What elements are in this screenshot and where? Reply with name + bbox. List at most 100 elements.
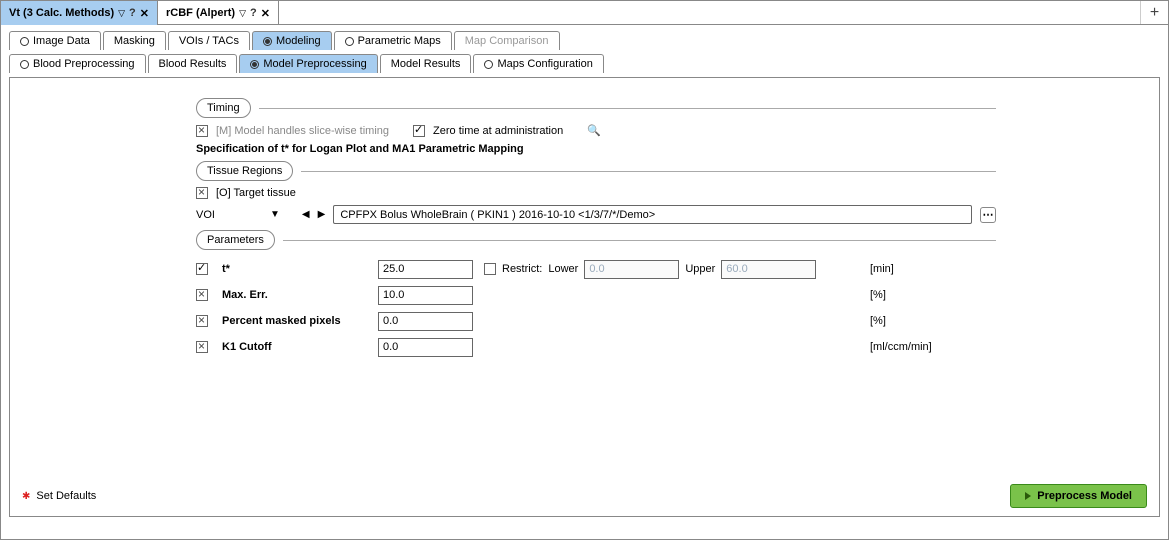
pmp-checkbox[interactable] — [196, 315, 216, 327]
voi-more-button[interactable]: ⋯ — [980, 207, 996, 223]
tstar-label: t* — [222, 263, 372, 275]
maxerr-unit: [%] — [870, 289, 960, 301]
tab-modeling[interactable]: Modeling — [252, 31, 332, 50]
preprocess-button[interactable]: Preprocess Model — [1010, 484, 1147, 508]
app-window: Vt (3 Calc. Methods) ▽ ? ✕ rCBF (Alpert)… — [0, 0, 1169, 540]
k1-label: K1 Cutoff — [222, 341, 372, 353]
checkbox-icon — [413, 125, 425, 137]
form-panel: Timing [M] Model handles slice-wise timi… — [9, 77, 1160, 517]
target-tissue-label: [O] Target tissue — [216, 187, 296, 199]
param-row-k1: K1 Cutoff [ml/ccm/min] — [196, 334, 996, 360]
spec-heading-row: Specification of t* for Logan Plot and M… — [196, 143, 996, 155]
subtab-blood-pre[interactable]: Blood Preprocessing — [9, 54, 146, 73]
param-row-pmp: Percent masked pixels [%] — [196, 308, 996, 334]
timing-header: Timing — [196, 98, 996, 118]
tab-label: VOIs / TACs — [179, 35, 239, 47]
params-legend: Parameters — [196, 230, 275, 250]
tab-parametric[interactable]: Parametric Maps — [334, 31, 452, 50]
divider — [259, 108, 996, 109]
tab-label: Parametric Maps — [358, 35, 441, 47]
set-defaults-label: Set Defaults — [36, 490, 96, 502]
lower-input — [584, 260, 679, 279]
file-tab-rcbf-label: rCBF (Alpert) — [166, 7, 235, 19]
subtab-model-pre[interactable]: Model Preprocessing — [239, 54, 377, 73]
pmp-label: Percent masked pixels — [222, 315, 372, 327]
tab-image-data[interactable]: Image Data — [9, 31, 101, 50]
tab-vois[interactable]: VOIs / TACs — [168, 31, 250, 50]
param-row-tstar: t* Restrict: Lower Upper [min] — [196, 256, 996, 282]
tab-label: Blood Results — [159, 58, 227, 70]
tab-label: Blood Preprocessing — [33, 58, 135, 70]
file-tab-rcbf[interactable]: rCBF (Alpert) ▽ ? ✕ — [158, 1, 279, 25]
param-row-maxerr: Max. Err. [%] — [196, 282, 996, 308]
help-icon[interactable]: ? — [250, 7, 257, 19]
panel-footer: ✱ Set Defaults Preprocess Model — [22, 484, 1147, 508]
tstar-input[interactable] — [378, 260, 473, 279]
voi-label: VOI — [196, 209, 224, 221]
maxerr-input[interactable] — [378, 286, 473, 305]
zero-time-checkbox[interactable] — [413, 125, 425, 137]
subtab-blood-res[interactable]: Blood Results — [148, 54, 238, 73]
close-icon[interactable]: ✕ — [261, 7, 270, 20]
set-defaults-button[interactable]: ✱ Set Defaults — [22, 490, 96, 502]
k1-input[interactable] — [378, 338, 473, 357]
zero-time-label: Zero time at administration — [433, 125, 563, 137]
lower-label: Lower — [548, 263, 578, 275]
voi-input[interactable] — [333, 205, 972, 224]
add-tab-button[interactable]: + — [1140, 1, 1168, 24]
spec-heading: Specification of t* for Logan Plot and M… — [196, 143, 524, 155]
inner-body: Image Data Masking VOIs / TACs Modeling … — [1, 25, 1168, 525]
checkbox-icon — [196, 315, 208, 327]
dropdown-icon[interactable]: ▽ — [239, 8, 246, 19]
voi-next-icon[interactable]: ▶ — [318, 209, 326, 220]
restrict-checkbox[interactable] — [484, 263, 496, 275]
tstar-unit: [min] — [870, 263, 960, 275]
tab-label: Modeling — [276, 35, 321, 47]
tab-label: Map Comparison — [465, 35, 549, 47]
form-content: Timing [M] Model handles slice-wise timi… — [196, 98, 996, 360]
subtab-model-res[interactable]: Model Results — [380, 54, 472, 73]
tstar-checkbox[interactable] — [196, 263, 216, 275]
tab-label: Image Data — [33, 35, 90, 47]
checkbox-icon — [196, 125, 208, 137]
close-icon[interactable]: ✕ — [140, 7, 149, 20]
timing-legend: Timing — [196, 98, 251, 118]
checkbox-icon — [484, 263, 496, 275]
tab-label: Maps Configuration — [497, 58, 592, 70]
restrict-group: Restrict: Lower Upper — [484, 260, 864, 279]
play-icon — [1025, 492, 1031, 500]
restrict-label: Restrict: — [502, 263, 542, 275]
tab-masking[interactable]: Masking — [103, 31, 166, 50]
target-tissue-checkbox[interactable] — [196, 187, 208, 199]
maxerr-label: Max. Err. — [222, 289, 372, 301]
file-tab-vt-label: Vt (3 Calc. Methods) — [9, 7, 114, 19]
voi-prev-icon[interactable]: ◀ — [302, 209, 310, 220]
main-tab-row: Image Data Masking VOIs / TACs Modeling … — [9, 31, 1160, 50]
pmp-input[interactable] — [378, 312, 473, 331]
voi-dropdown-icon[interactable]: ▼ — [270, 209, 280, 220]
help-icon[interactable]: ? — [129, 7, 136, 19]
subtab-maps-conf[interactable]: Maps Configuration — [473, 54, 603, 73]
k1-checkbox[interactable] — [196, 341, 216, 353]
tissue-header: Tissue Regions — [196, 161, 996, 181]
sub-tab-row: Blood Preprocessing Blood Results Model … — [9, 54, 1160, 73]
dropdown-icon[interactable]: ▽ — [118, 8, 125, 19]
model-timing-checkbox[interactable] — [196, 125, 208, 137]
preprocess-label: Preprocess Model — [1037, 490, 1132, 502]
file-tab-vt[interactable]: Vt (3 Calc. Methods) ▽ ? ✕ — [1, 1, 158, 25]
checkbox-icon — [196, 263, 208, 275]
zoom-icon[interactable]: 🔍 — [587, 124, 601, 137]
upper-input — [721, 260, 816, 279]
target-tissue-row: [O] Target tissue — [196, 187, 996, 199]
k1-unit: [ml/ccm/min] — [870, 341, 960, 353]
divider — [283, 240, 996, 241]
model-timing-label: [M] Model handles slice-wise timing — [216, 125, 389, 137]
params-grid: t* Restrict: Lower Upper [min] — [196, 256, 996, 360]
voi-row: VOI ▼ ◀ ▶ ⋯ — [196, 205, 996, 224]
params-header: Parameters — [196, 230, 996, 250]
maxerr-checkbox[interactable] — [196, 289, 216, 301]
timing-options: [M] Model handles slice-wise timing Zero… — [196, 124, 996, 137]
checkbox-icon — [196, 341, 208, 353]
divider — [301, 171, 996, 172]
upper-label: Upper — [685, 263, 715, 275]
